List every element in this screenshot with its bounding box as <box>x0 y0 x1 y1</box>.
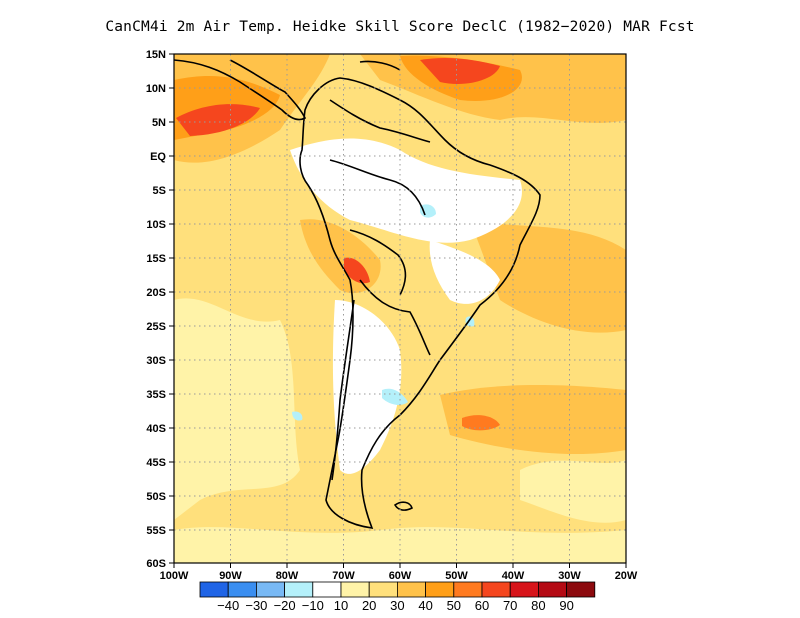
colorbar-swatch <box>538 581 568 598</box>
colorbar-label: 20 <box>362 598 376 613</box>
x-axis-labels: 100W 90W 80W 70W 60W 50W 40W 30W 20W <box>160 570 638 582</box>
border-2 <box>349 229 407 296</box>
colorbar-label: 10 <box>334 598 348 613</box>
x-tick-label: 90W <box>219 570 242 582</box>
colorbar-label: 50 <box>447 598 461 613</box>
graticule <box>174 54 626 563</box>
y-axis-labels: 15N 10N 5N EQ 5S 10S 15S 20S 25S 30S 35S… <box>146 49 167 570</box>
central-america-coastline <box>174 59 307 121</box>
y-tick-label: 40S <box>146 423 166 435</box>
colorbar-swatch <box>199 581 229 598</box>
cuba-coast <box>359 60 401 71</box>
x-tick-label: 30W <box>558 570 581 582</box>
border-4 <box>331 299 355 481</box>
y-tick-label: 35S <box>146 389 166 401</box>
colorbar-label: −20 <box>274 598 296 613</box>
colorbar-swatch <box>566 581 596 598</box>
colorbar-swatch <box>284 581 314 598</box>
colorbar-label: 90 <box>559 598 573 613</box>
colorbar-label: 30 <box>390 598 404 613</box>
colorbar <box>199 581 596 598</box>
colorbar-label: −40 <box>217 598 239 613</box>
colorbar-swatch <box>453 581 483 598</box>
colorbar-swatch <box>481 581 511 598</box>
y-tick-label: 50S <box>146 491 166 503</box>
falklands <box>393 501 413 511</box>
field-negative-argentina <box>382 388 408 405</box>
x-tick-label: 20W <box>615 570 638 582</box>
colorbar-swatch <box>425 581 455 598</box>
field-weak-ocean-west <box>174 298 300 520</box>
field-very-strong-peru <box>344 257 370 284</box>
y-tick-label: 10N <box>146 83 166 95</box>
x-tick-label: 70W <box>332 570 355 582</box>
coastlines <box>174 59 541 529</box>
colorbar-swatch <box>509 581 539 598</box>
colorbar-label: −10 <box>302 598 324 613</box>
y-tick-label: EQ <box>150 151 166 163</box>
border-3 <box>359 279 431 356</box>
x-tick-label: 60W <box>389 570 412 582</box>
colorbar-swatch <box>340 581 370 598</box>
field-white-amazon <box>290 138 522 243</box>
y-tick-label: 15S <box>146 253 166 265</box>
colorbar-swatch <box>227 581 257 598</box>
skill-field <box>174 54 626 563</box>
field-very-strong-venezuela <box>420 58 500 85</box>
x-tick-label: 40W <box>502 570 525 582</box>
colorbar-labels: −40 −30 −20 −10 10 20 30 40 50 60 70 80 90 <box>217 598 574 613</box>
field-very-strong-south-atlantic <box>462 415 500 431</box>
x-tick-label: 100W <box>160 570 189 582</box>
border-1 <box>329 159 426 216</box>
y-tick-label: 5N <box>152 117 166 129</box>
colorbar-label: 60 <box>475 598 489 613</box>
colorbar-label: 40 <box>418 598 432 613</box>
south-america-coastline <box>299 77 541 529</box>
field-weak-atlantic <box>520 460 626 523</box>
y-tick-label: 15N <box>146 49 166 61</box>
field-negative-pacific <box>292 411 303 421</box>
y-tick-label: 20S <box>146 287 166 299</box>
map-title: CanCM4i 2m Air Temp. Heidke Skill Score … <box>105 19 695 35</box>
colorbar-label: 80 <box>531 598 545 613</box>
field-very-strong-pacific <box>176 104 260 136</box>
border-5 <box>329 99 431 143</box>
y-tick-label: 25S <box>146 321 166 333</box>
tick-marks <box>169 53 627 568</box>
field-moderate-south-atlantic <box>440 385 626 455</box>
x-tick-label: 50W <box>445 570 468 582</box>
field-negative-brazil-coast <box>465 316 475 327</box>
colorbar-label: −30 <box>245 598 267 613</box>
field-white-brazil <box>429 240 500 304</box>
y-tick-label: 45S <box>146 457 166 469</box>
colorbar-swatch <box>312 581 342 598</box>
colorbar-swatch <box>255 581 285 598</box>
colorbar-swatch <box>396 581 426 598</box>
y-tick-label: 30S <box>146 355 166 367</box>
y-tick-label: 10S <box>146 219 166 231</box>
y-tick-label: 5S <box>153 185 166 197</box>
field-moderate-atlantic <box>470 220 626 333</box>
y-tick-label: 60S <box>146 558 166 570</box>
colorbar-swatch <box>368 581 398 598</box>
x-tick-label: 80W <box>276 570 299 582</box>
colorbar-label: 70 <box>503 598 517 613</box>
y-tick-label: 55S <box>146 525 166 537</box>
